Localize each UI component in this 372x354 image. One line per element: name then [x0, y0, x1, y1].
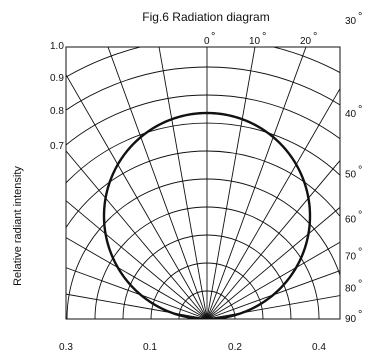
radial-line	[206, 47, 256, 319]
bottom-scale-label: 0.2	[228, 342, 242, 353]
degree-symbol: °	[358, 210, 362, 222]
bottom-scale-label: 0.4	[312, 342, 326, 353]
radial-line	[206, 295, 340, 319]
bottom-scale-label: 0.1	[143, 342, 157, 353]
radial-line	[66, 267, 208, 319]
degree-symbol: °	[358, 246, 362, 258]
degree-symbol: °	[358, 309, 362, 321]
radial-line	[66, 237, 208, 319]
radial-line	[66, 293, 208, 319]
degree-symbol: °	[262, 31, 266, 43]
angle-label: 50	[345, 170, 357, 181]
left-scale-label: 0.8	[50, 106, 64, 117]
radial-line	[206, 159, 340, 319]
radial-line	[206, 241, 340, 319]
angle-label: 30	[345, 16, 357, 27]
left-scale-label: 0.9	[50, 73, 64, 84]
degree-symbol: °	[358, 104, 362, 116]
grid-ring	[66, 94, 340, 146]
angle-label: 0	[204, 36, 210, 47]
radial-line	[206, 206, 340, 319]
angle-label: 60	[345, 215, 357, 226]
chart-title: Fig.6 Radiation diagram	[142, 10, 269, 24]
bottom-scale-label: 0.3	[59, 342, 73, 353]
angle-label: 90	[345, 314, 357, 325]
radial-line	[158, 47, 208, 319]
angle-label: 40	[345, 109, 357, 120]
scale-labels: 0 ° 10 ° 20 °30 °40 °50 °60 °70 °80 °90 °1.00.90.80.…	[50, 11, 362, 353]
left-scale-label: 0.7	[50, 141, 64, 152]
grid-ring	[66, 122, 340, 184]
grid-ring	[66, 66, 340, 111]
degree-symbol: °	[211, 31, 215, 43]
intensity-curve	[102, 111, 312, 319]
radial-line	[107, 47, 208, 319]
radial-line	[66, 150, 208, 319]
polar-grid	[0, 11, 372, 319]
intensity-curve-group	[102, 111, 312, 319]
angle-label: 70	[345, 251, 357, 262]
degree-symbol: °	[358, 165, 362, 177]
degree-symbol: °	[358, 279, 362, 291]
left-scale-label: 1.0	[50, 41, 64, 52]
angle-label: 10	[249, 36, 261, 47]
angle-label: 20	[300, 36, 312, 47]
angle-label: 80	[345, 284, 357, 295]
radial-line	[206, 87, 340, 319]
radial-line	[206, 270, 340, 319]
degree-symbol: °	[358, 11, 362, 23]
y-axis-label: Relative radiant intensity	[12, 166, 24, 286]
degree-symbol: °	[313, 31, 317, 43]
grid-ring	[0, 11, 372, 319]
radial-line	[66, 200, 208, 319]
radial-line	[206, 47, 307, 319]
radial-line	[66, 73, 208, 319]
